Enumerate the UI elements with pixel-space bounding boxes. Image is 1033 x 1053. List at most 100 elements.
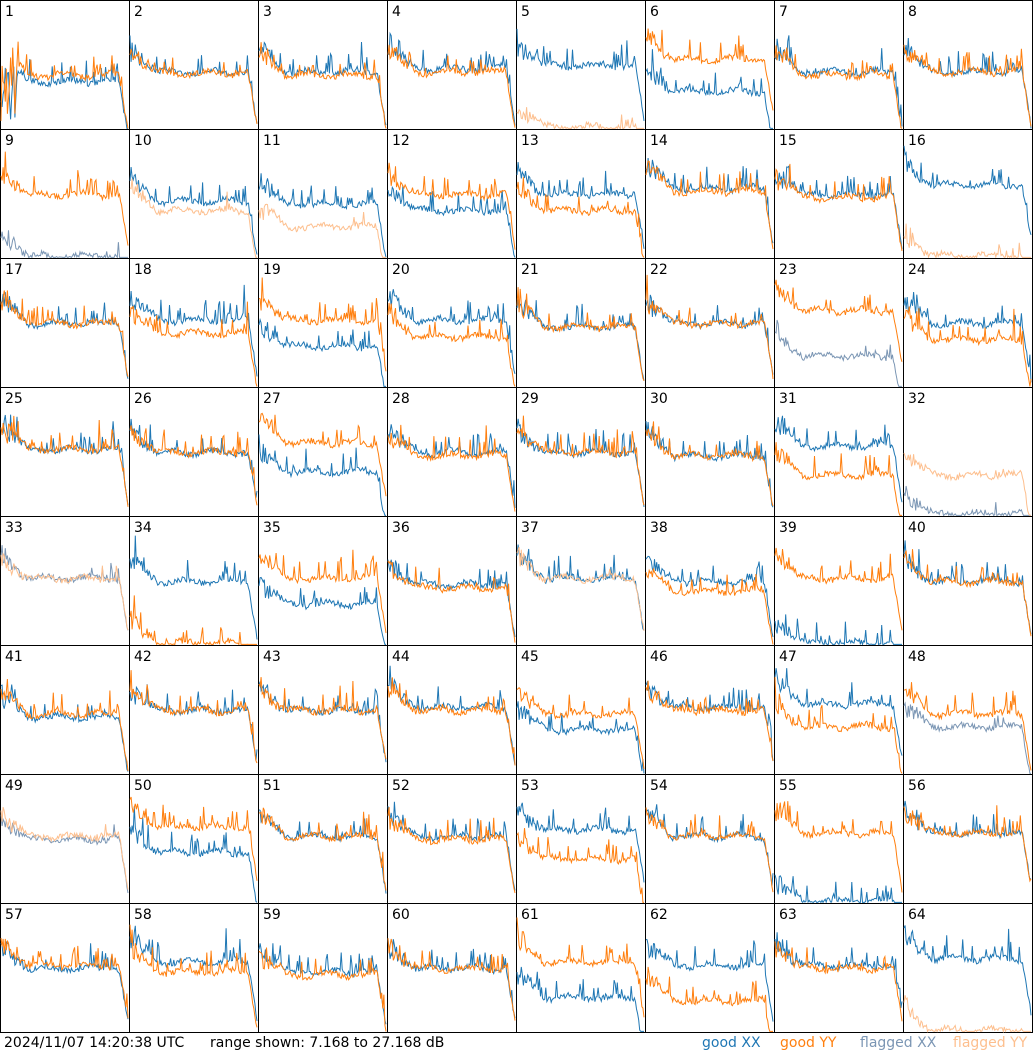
series-yy-panel-64	[903, 995, 1031, 1033]
panel-47: 47	[774, 645, 904, 775]
series-yy-panel-8	[903, 44, 1032, 127]
panel-11: 11	[258, 129, 388, 259]
panel-label: 55	[779, 778, 797, 794]
panel-40: 40	[903, 516, 1033, 646]
panel-62: 62	[645, 903, 775, 1033]
panel-14: 14	[645, 129, 775, 259]
series-xx-panel-59	[258, 943, 387, 1025]
panel-label: 60	[392, 907, 410, 923]
series-yy-panel-61	[516, 917, 645, 1018]
series-xx-panel-1	[0, 59, 128, 129]
panel-1: 1	[0, 0, 130, 130]
panel-45: 45	[516, 645, 646, 775]
series-yy-panel-22	[645, 274, 774, 380]
series-yy-panel-54	[645, 807, 774, 893]
panel-label: 28	[392, 391, 410, 407]
panel-50: 50	[129, 774, 259, 904]
panel-label: 32	[908, 391, 926, 407]
series-xx-panel-38	[645, 555, 774, 638]
series-xx-panel-50	[129, 806, 258, 903]
panel-label: 61	[521, 907, 539, 923]
panel-label: 3	[263, 4, 272, 20]
series-xx-panel-42	[129, 684, 258, 761]
panel-label: 45	[521, 649, 539, 665]
series-yy-panel-1	[0, 41, 129, 129]
panel-label: 38	[650, 520, 668, 536]
series-yy-panel-46	[645, 680, 774, 762]
series-xx-panel-30	[645, 421, 774, 508]
series-yy-panel-7	[774, 45, 903, 129]
series-xx-panel-35	[258, 576, 386, 645]
panel-label: 15	[779, 133, 797, 149]
panel-label: 42	[134, 649, 152, 665]
panel-label: 30	[650, 391, 668, 407]
series-xx-panel-41	[0, 684, 129, 772]
panel-label: 33	[5, 520, 23, 536]
panel-label: 9	[5, 133, 14, 149]
series-xx-panel-3	[258, 41, 387, 126]
series-yy-panel-52	[387, 807, 516, 894]
panel-48: 48	[903, 645, 1033, 775]
series-yy-panel-53	[516, 828, 644, 903]
series-xx-panel-22	[645, 294, 774, 375]
panel-label: 35	[263, 520, 281, 536]
panel-label: 10	[134, 133, 152, 149]
panel-label: 62	[650, 907, 668, 923]
panel-5: 5	[516, 0, 646, 130]
series-xx-panel-17	[0, 292, 129, 379]
series-xx-panel-43	[258, 681, 387, 763]
panel-label: 1	[5, 4, 14, 20]
series-xx-panel-24	[903, 291, 1032, 383]
series-xx-panel-36	[387, 559, 516, 638]
panel-20: 20	[387, 258, 517, 388]
series-xx-panel-28	[387, 424, 516, 509]
series-xx-panel-61	[516, 966, 644, 1032]
panel-52: 52	[387, 774, 517, 904]
panel-31: 31	[774, 387, 904, 517]
panel-label: 47	[779, 649, 797, 665]
panel-label: 29	[521, 391, 539, 407]
series-xx-panel-40	[903, 540, 1032, 635]
series-yy-panel-41	[0, 678, 129, 772]
series-xx-panel-16	[903, 145, 1032, 236]
panel-55: 55	[774, 774, 904, 905]
series-yy-panel-13	[516, 177, 645, 258]
panel-25: 25	[0, 387, 130, 517]
legend-good-xx: good XX	[702, 1035, 761, 1051]
panel-label: 13	[521, 133, 539, 149]
series-xx-panel-9	[0, 230, 128, 260]
panel-label: 27	[263, 391, 281, 407]
panel-39: 39	[774, 516, 904, 647]
panel-2: 2	[129, 0, 259, 130]
panel-35: 35	[258, 516, 388, 646]
panel-57: 57	[0, 903, 130, 1033]
series-yy-panel-5	[516, 107, 644, 130]
series-yy-panel-16	[903, 223, 1031, 259]
series-xx-panel-44	[387, 665, 516, 766]
series-xx-panel-2	[129, 35, 258, 124]
series-yy-panel-56	[903, 805, 1032, 883]
panel-label: 53	[521, 778, 539, 794]
panel-frame	[645, 0, 775, 130]
series-xx-panel-33	[0, 545, 129, 631]
series-yy-panel-19	[258, 277, 387, 372]
panel-label: 25	[5, 391, 23, 407]
panel-label: 20	[392, 262, 410, 278]
panel-21: 21	[516, 258, 646, 388]
series-yy-panel-43	[258, 677, 387, 760]
panel-label: 26	[134, 391, 152, 407]
series-xx-panel-12	[387, 185, 516, 258]
series-yy-panel-23	[774, 279, 903, 362]
series-xx-panel-47	[774, 668, 903, 756]
panel-30: 30	[645, 387, 775, 517]
panel-label: 40	[908, 520, 926, 536]
series-yy-panel-10	[129, 178, 257, 258]
panel-33: 33	[0, 516, 130, 646]
panel-10: 10	[129, 129, 259, 259]
panel-41: 41	[0, 645, 130, 775]
panel-label: 14	[650, 133, 668, 149]
series-yy-panel-15	[774, 163, 903, 251]
series-xx-panel-39	[774, 614, 902, 647]
series-yy-panel-55	[774, 801, 903, 893]
